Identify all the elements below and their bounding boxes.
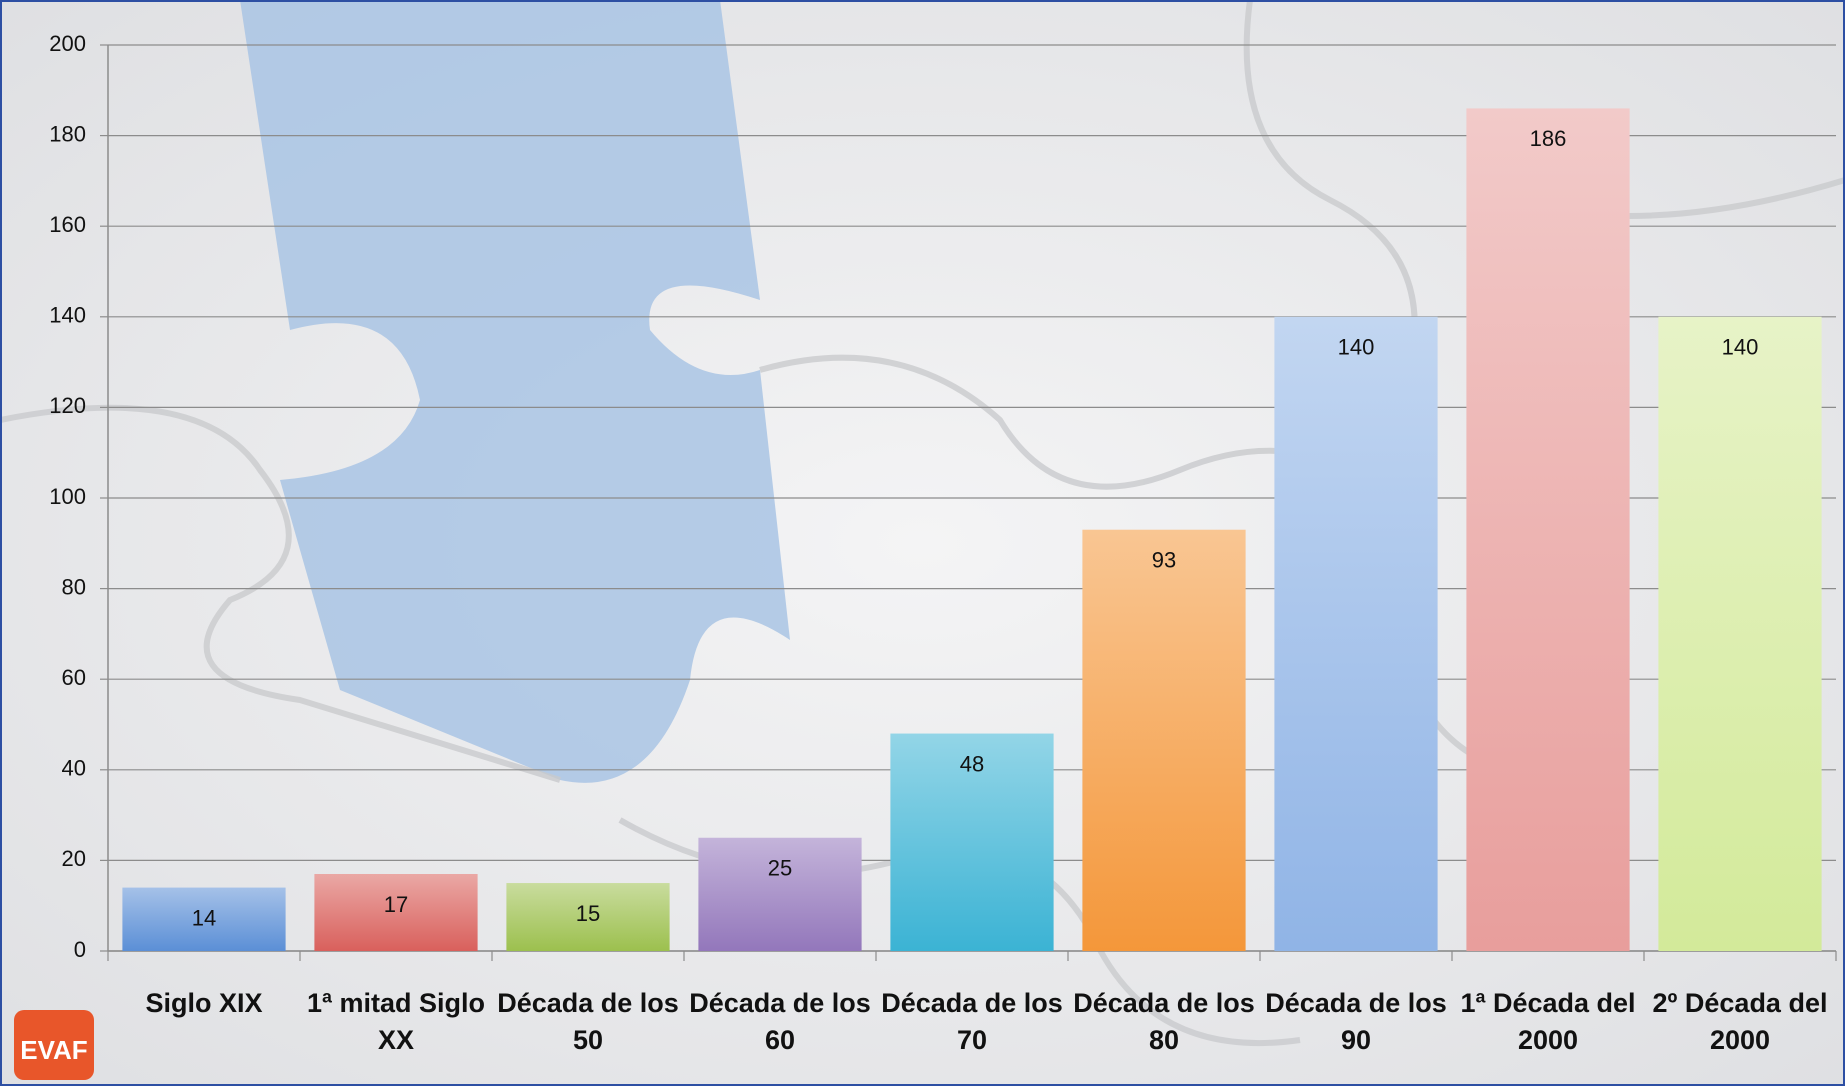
y-tick-label: 180: [49, 121, 86, 146]
x-tick-label: Década de los 60: [684, 985, 876, 1059]
data-label: 140: [1722, 335, 1759, 360]
page: 0 20 40 60 80 100 120 140 160 180 200 14 17 15 25 48 93 1…: [0, 0, 1845, 1086]
x-tick-label: Década de los 50: [492, 985, 684, 1059]
bar: [1658, 317, 1821, 951]
x-tick-label: Década de los 70: [876, 985, 1068, 1059]
y-tick-label: 160: [49, 212, 86, 237]
logo: EVAF: [20, 1035, 87, 1065]
y-tick-label: 0: [74, 937, 86, 962]
x-tick-label: 1ª mitad Siglo XX: [300, 985, 492, 1059]
bar: [1274, 317, 1437, 951]
chart: 0 20 40 60 80 100 120 140 160 180 200 14 17 15 25 48 93 1…: [0, 0, 1845, 1086]
data-label: 17: [384, 892, 408, 917]
x-tick-label: Década de los 90: [1260, 985, 1452, 1059]
data-label: 140: [1338, 335, 1375, 360]
y-tick-label: 140: [49, 303, 86, 328]
data-label: 25: [768, 856, 792, 881]
bar: [1466, 108, 1629, 951]
y-tick-label: 100: [49, 484, 86, 509]
data-label: 14: [192, 905, 216, 930]
x-tick-label: 2º Década del 2000: [1644, 985, 1836, 1059]
y-tick-label: 60: [62, 665, 86, 690]
y-tick-label: 200: [49, 31, 86, 56]
y-tick-label: 80: [62, 574, 86, 599]
x-tick-label: 1ª Década del 2000: [1452, 985, 1644, 1059]
data-label: 48: [960, 751, 984, 776]
y-tick-label: 40: [62, 756, 86, 781]
y-tick-label: 20: [62, 846, 86, 871]
y-tick-label: 120: [49, 393, 86, 418]
x-tick-label: Década de los 80: [1068, 985, 1260, 1059]
data-label: 186: [1530, 126, 1567, 151]
data-label: 93: [1152, 548, 1176, 573]
x-tick-label: Siglo XIX: [108, 985, 300, 1022]
bar: [1082, 530, 1245, 951]
data-label: 15: [576, 901, 600, 926]
